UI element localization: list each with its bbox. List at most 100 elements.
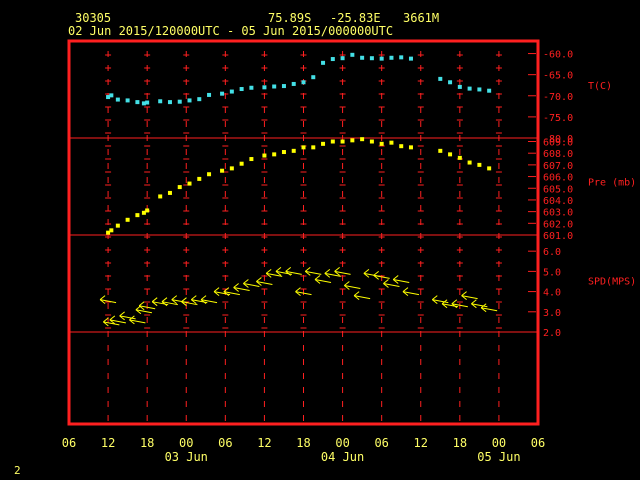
wind-head	[441, 303, 448, 309]
wind-head	[295, 291, 301, 296]
wind-arrow	[265, 269, 283, 278]
data-point	[301, 145, 306, 150]
wind-head	[285, 270, 292, 276]
wind-arrow	[431, 295, 449, 305]
data-point	[438, 76, 443, 81]
wind-head	[324, 273, 331, 278]
wind-head	[344, 285, 350, 290]
wind-head	[213, 287, 220, 292]
data-point	[220, 91, 225, 96]
data-point	[187, 181, 192, 186]
wind-head	[383, 283, 389, 288]
latitude-label: 75.89S	[268, 11, 312, 25]
data-point	[369, 56, 374, 61]
y-tick-label: 601.0	[543, 231, 573, 242]
wind-arrow	[119, 311, 136, 321]
data-point	[167, 190, 172, 195]
wind-head	[480, 303, 487, 309]
data-point	[389, 55, 394, 60]
wind-head	[243, 279, 249, 284]
wind-arrow	[129, 315, 146, 325]
wind-head	[109, 319, 116, 325]
wind-shaft	[285, 270, 302, 275]
wind-head	[304, 270, 311, 276]
wind-arrow	[295, 287, 312, 296]
data-point	[135, 100, 140, 105]
wind-arrow	[461, 291, 478, 301]
data-point	[207, 92, 212, 97]
data-point	[115, 97, 120, 102]
wind-arrow	[200, 295, 218, 305]
data-point	[350, 52, 355, 57]
x-tick-label: 06	[62, 436, 76, 450]
data-point	[125, 217, 130, 222]
wind-head	[275, 270, 282, 276]
wind-head	[109, 315, 116, 321]
y-tick-label: 605.0	[543, 184, 573, 195]
wind-shaft	[383, 283, 400, 287]
data-point	[379, 141, 384, 146]
wind-head	[119, 315, 125, 321]
wind-arrow	[314, 275, 332, 284]
x-tick-label: 12	[257, 436, 271, 450]
wind-head	[256, 281, 262, 286]
data-point	[109, 93, 114, 98]
plot-frame	[67, 39, 540, 426]
wind-arrow	[109, 315, 126, 325]
y-tick-label: 604.0	[543, 196, 573, 207]
y-tick-label: 606.0	[543, 173, 573, 184]
data-point	[360, 137, 365, 142]
wind-head	[243, 283, 249, 288]
data-point	[220, 168, 225, 173]
wind-head	[344, 281, 350, 286]
x-day-label: 03 Jun	[165, 450, 208, 464]
wind-shaft	[334, 270, 351, 275]
wind-head	[151, 301, 158, 307]
wind-head	[353, 295, 360, 301]
wind-arrow	[285, 266, 302, 276]
wind-head	[256, 277, 262, 282]
y-tick-label: -80.0	[543, 134, 573, 145]
data-point	[467, 160, 472, 165]
wind-shaft	[354, 295, 371, 300]
data-point	[321, 60, 326, 65]
wind-shaft	[402, 291, 420, 296]
data-point	[158, 99, 163, 104]
wind-head	[181, 297, 187, 303]
wind-shaft	[181, 301, 198, 306]
wind-shaft	[161, 301, 179, 306]
wind-shaft	[432, 299, 449, 304]
wind-arrow	[233, 283, 250, 292]
wind-head	[119, 311, 125, 317]
wind-head	[334, 270, 340, 276]
wind-head	[402, 291, 409, 296]
x-tick-label: 18	[140, 436, 154, 450]
data-point	[197, 176, 202, 181]
wind-head	[190, 299, 197, 305]
wind-arrow	[383, 279, 400, 288]
wind-shaft	[139, 305, 156, 310]
wind-shaft	[109, 319, 126, 324]
data-point	[448, 152, 453, 157]
wind-shaft	[393, 278, 410, 283]
data-point	[281, 84, 286, 89]
wind-shaft	[295, 291, 312, 296]
wind-head	[431, 295, 438, 301]
wind-arrow	[103, 317, 120, 327]
wind-head	[373, 275, 379, 280]
wind-shaft	[135, 309, 153, 314]
wind-head	[461, 291, 467, 297]
wind-head	[103, 317, 109, 323]
wind-head	[480, 307, 487, 313]
wind-head	[471, 303, 477, 309]
wind-shaft	[451, 303, 468, 308]
x-tick-label: 06	[374, 436, 388, 450]
x-tick-label: 18	[296, 436, 310, 450]
wind-head	[99, 299, 106, 305]
y-tick-label: -75.0	[543, 113, 573, 124]
y-tick-label: 6.0	[543, 247, 561, 258]
data-point	[311, 75, 316, 80]
x-day-label: 04 Jun	[321, 450, 364, 464]
wind-head	[461, 295, 467, 301]
wind-head	[471, 299, 477, 305]
